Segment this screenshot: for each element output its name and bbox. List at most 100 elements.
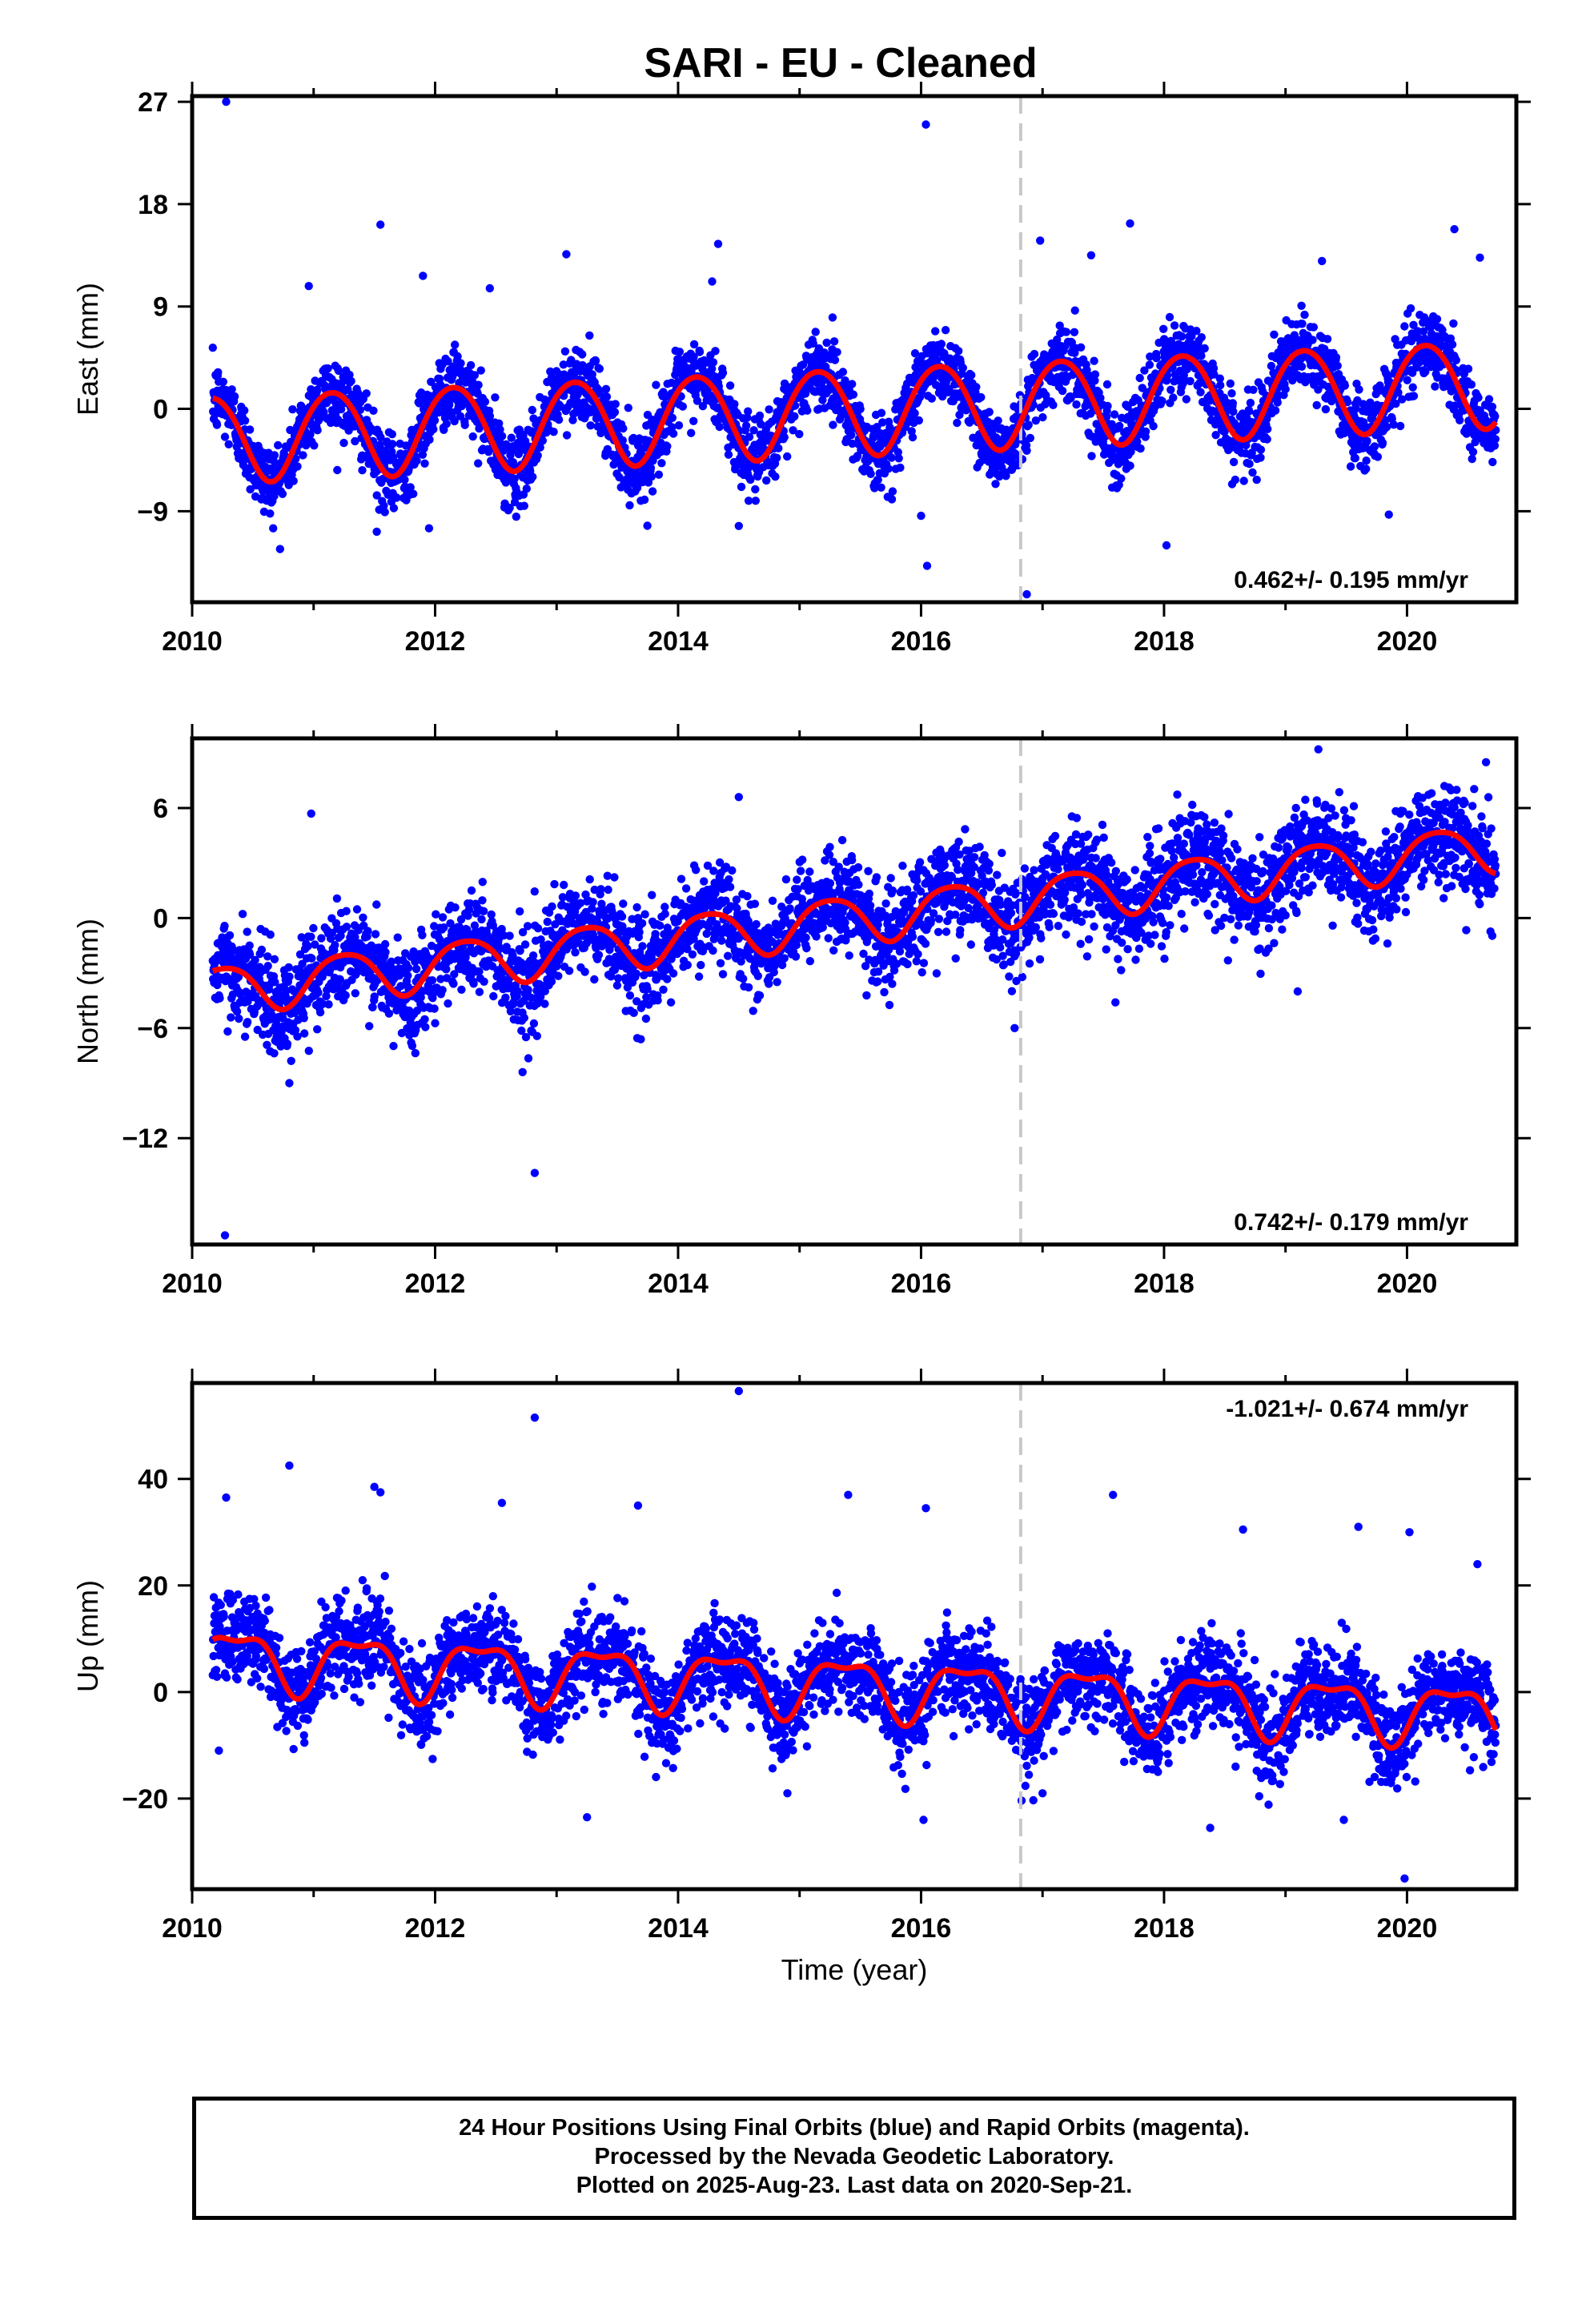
data-point — [342, 907, 351, 915]
data-point — [1103, 401, 1112, 411]
data-point — [724, 450, 733, 459]
data-point — [1245, 407, 1254, 416]
data-point — [1090, 370, 1100, 379]
data-point — [309, 923, 318, 933]
data-point — [1467, 380, 1476, 389]
data-point — [528, 405, 536, 415]
data-point — [318, 999, 327, 1008]
data-point — [1314, 385, 1323, 394]
data-point — [372, 900, 381, 909]
data-point — [841, 376, 849, 385]
data-point — [1464, 364, 1473, 373]
data-point — [1140, 366, 1149, 375]
data-point — [389, 504, 399, 513]
data-point — [212, 420, 222, 429]
data-point — [1468, 454, 1476, 464]
data-point — [877, 483, 885, 492]
data-point — [387, 430, 396, 439]
data-point — [291, 454, 300, 463]
data-point — [230, 392, 239, 401]
data-point — [225, 931, 235, 940]
data-point — [1239, 476, 1248, 485]
data-point — [559, 360, 568, 369]
data-point — [977, 392, 986, 402]
data-point — [741, 421, 751, 430]
data-point — [1359, 418, 1368, 427]
data-point — [1248, 468, 1257, 477]
data-point — [363, 927, 372, 935]
data-point — [480, 977, 488, 986]
data-point — [528, 472, 537, 481]
data-point — [1476, 253, 1484, 262]
data-point — [1087, 452, 1096, 460]
data-point — [765, 405, 773, 414]
data-point — [615, 472, 624, 482]
data-point — [908, 432, 917, 442]
data-point — [379, 501, 388, 510]
data-point — [1468, 448, 1478, 456]
data-point — [475, 987, 484, 996]
y-tick-label: 0 — [153, 395, 168, 425]
data-point — [227, 1013, 235, 1022]
data-point — [884, 464, 893, 473]
data-point — [1159, 335, 1169, 344]
x-tick-label: 2016 — [891, 626, 952, 657]
data-point — [429, 424, 438, 434]
data-point — [317, 934, 326, 943]
data-point — [744, 497, 753, 505]
data-point — [1114, 480, 1123, 489]
x-tick-label: 2010 — [162, 626, 223, 657]
y-axis-title: East (mm) — [71, 283, 104, 416]
data-point — [570, 369, 579, 378]
data-point — [220, 922, 229, 931]
data-point — [1024, 420, 1033, 429]
data-point — [619, 899, 628, 908]
data-point — [922, 561, 932, 570]
data-point — [389, 1042, 398, 1051]
data-point — [1022, 589, 1031, 599]
data-point — [388, 452, 398, 461]
data-point — [596, 885, 605, 894]
data-point — [809, 339, 817, 348]
data-point — [311, 940, 319, 949]
data-point — [384, 1009, 394, 1018]
data-point — [240, 416, 250, 425]
data-point — [440, 923, 448, 932]
data-point — [668, 413, 677, 422]
data-point — [755, 411, 765, 420]
data-point — [828, 313, 837, 322]
data-point — [1055, 321, 1064, 330]
data-point — [602, 392, 612, 401]
data-point — [917, 511, 926, 521]
x-tick-label: 2014 — [648, 626, 709, 657]
data-point — [214, 368, 223, 377]
data-point — [227, 385, 236, 394]
data-point — [467, 886, 476, 895]
data-point — [1209, 364, 1219, 373]
data-point — [322, 991, 331, 1001]
data-point — [491, 393, 500, 402]
data-point — [1267, 361, 1276, 371]
data-point — [571, 891, 580, 900]
data-point — [1488, 402, 1497, 412]
data-point — [419, 987, 428, 995]
data-point — [304, 1047, 313, 1055]
data-point — [530, 887, 539, 896]
data-point — [1002, 472, 1010, 480]
data-point — [1450, 225, 1459, 234]
data-point — [424, 524, 434, 533]
data-point — [1308, 336, 1317, 344]
data-point — [1351, 453, 1360, 463]
data-point — [299, 451, 307, 460]
data-point — [365, 1022, 374, 1031]
data-point — [341, 991, 350, 1000]
data-point — [1136, 444, 1145, 453]
data-point — [945, 384, 954, 393]
data-point — [931, 327, 940, 336]
data-point — [878, 418, 887, 427]
data-point — [1170, 321, 1179, 330]
data-point — [505, 503, 514, 513]
data-point — [1102, 380, 1112, 389]
data-point — [829, 337, 839, 346]
data-point — [549, 428, 558, 436]
